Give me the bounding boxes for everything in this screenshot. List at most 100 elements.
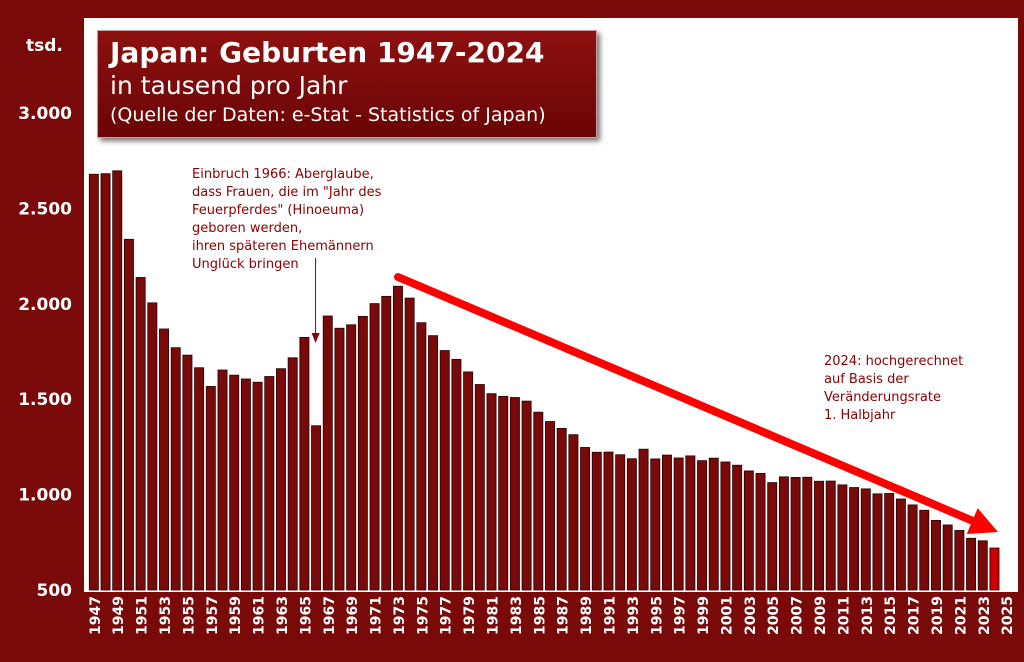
bar-1954	[170, 347, 181, 591]
x-tick-label: 2007	[790, 596, 806, 635]
x-axis: 1947 1949 1951 1953 1955 1957 1959 1961 1963 1965…	[88, 596, 1016, 635]
x-tick-label: 1979	[462, 596, 478, 635]
x-tick-label: 1989	[579, 596, 595, 635]
bar-1973	[392, 285, 403, 591]
bar-2012	[849, 487, 860, 591]
annotation-1966: Einbruch 1966: Aberglaube, dass Frauen, …	[192, 167, 382, 272]
bar-1971	[369, 303, 380, 591]
bar-1957	[205, 386, 216, 591]
bar-1978	[451, 358, 462, 591]
x-tick-label: 1997	[673, 596, 689, 635]
bar-1991	[603, 451, 614, 591]
x-tick-label: 1981	[486, 596, 502, 635]
bar-1968	[334, 327, 345, 591]
bar-1953	[159, 328, 169, 591]
bar-1998	[685, 455, 696, 591]
bar-1981	[486, 393, 497, 591]
bar-2017	[907, 504, 918, 591]
bars	[88, 170, 1000, 591]
y-tick-label: 1.000	[18, 486, 72, 506]
bar-1992	[615, 454, 626, 591]
x-tick-label: 2025	[1000, 596, 1016, 635]
annotation-2024: 2024: hochgerechnet auf Basis der Veränd…	[824, 354, 964, 423]
bar-2005	[767, 482, 778, 591]
bar-2003	[743, 470, 754, 591]
x-tick-label: 2017	[907, 596, 923, 635]
bar-1993	[626, 458, 637, 591]
x-tick-label: 1959	[228, 596, 244, 635]
x-tick-label: 1969	[345, 596, 361, 635]
bar-1988	[568, 434, 579, 591]
bar-2008	[802, 476, 813, 591]
bar-1949	[112, 170, 123, 591]
bar-1955	[182, 354, 193, 591]
bar-1961	[252, 381, 263, 591]
x-tick-label: 1975	[415, 596, 431, 635]
data-source: (Quelle der Daten: e-Stat - Statistics o…	[110, 104, 546, 126]
x-tick-label: 1949	[111, 596, 127, 635]
bar-1980	[474, 384, 485, 591]
bar-2018	[919, 509, 930, 591]
x-tick-label: 1985	[532, 596, 548, 635]
bar-2007	[790, 477, 801, 591]
bar-2000	[708, 457, 719, 591]
bar-1966	[311, 425, 322, 591]
y-tick-label: 1.500	[18, 390, 72, 410]
bar-1994	[638, 448, 649, 591]
bar-1977	[439, 350, 450, 591]
bar-2011	[837, 484, 848, 591]
bar-1983	[509, 397, 520, 591]
x-tick-label: 1973	[392, 596, 408, 635]
bar-1964	[287, 357, 298, 591]
x-tick-label: 1967	[322, 596, 338, 635]
bar-1970	[357, 315, 368, 591]
bar-2024	[989, 547, 1000, 591]
bar-1995	[650, 458, 661, 591]
bar-2023	[977, 540, 988, 591]
x-tick-label: 2001	[719, 596, 735, 635]
bar-1975	[416, 322, 427, 591]
bar-2002	[732, 464, 743, 591]
bar-2013	[860, 488, 871, 591]
bar-1963	[276, 368, 286, 591]
bar-1960	[240, 378, 251, 591]
bar-2020	[942, 524, 953, 591]
x-tick-label: 1995	[649, 596, 665, 635]
trend-arrow-head	[966, 508, 998, 534]
chart-subtitle: in tausend pro Jahr	[110, 71, 348, 100]
bar-1950	[123, 238, 134, 591]
bar-1959	[229, 374, 240, 591]
x-tick-label: 1999	[696, 596, 712, 635]
y-tick-label: 3.000	[18, 104, 72, 124]
x-tick-label: 1983	[509, 596, 525, 635]
bar-2009	[814, 480, 824, 591]
bar-2010	[825, 480, 836, 591]
bar-1958	[217, 369, 228, 591]
bar-2006	[778, 476, 789, 591]
bar-1987	[556, 427, 567, 591]
bar-1999	[697, 460, 708, 591]
x-tick-label: 2021	[953, 596, 969, 635]
x-tick-label: 1951	[135, 596, 151, 635]
x-tick-label: 2019	[930, 596, 946, 635]
bar-1990	[591, 451, 602, 591]
bar-1969	[346, 324, 357, 591]
bar-1996	[662, 454, 672, 591]
bar-2021	[954, 530, 965, 591]
bar-1997	[673, 457, 684, 591]
x-tick-label: 1987	[556, 596, 572, 635]
x-tick-label: 1963	[275, 596, 291, 635]
bar-1979	[463, 371, 474, 591]
bar-1972	[381, 295, 392, 591]
x-tick-label: 1965	[298, 596, 314, 635]
chart-title: Japan: Geburten 1947-2024	[110, 36, 545, 69]
x-tick-label: 1993	[626, 596, 642, 635]
x-tick-label: 2003	[743, 596, 759, 635]
bar-1989	[580, 447, 591, 591]
x-tick-label: 2013	[860, 596, 876, 635]
x-tick-label: 1953	[158, 596, 174, 635]
bar-1947	[88, 173, 99, 591]
y-tick-label: 500	[37, 581, 73, 601]
bar-1974	[404, 297, 415, 591]
